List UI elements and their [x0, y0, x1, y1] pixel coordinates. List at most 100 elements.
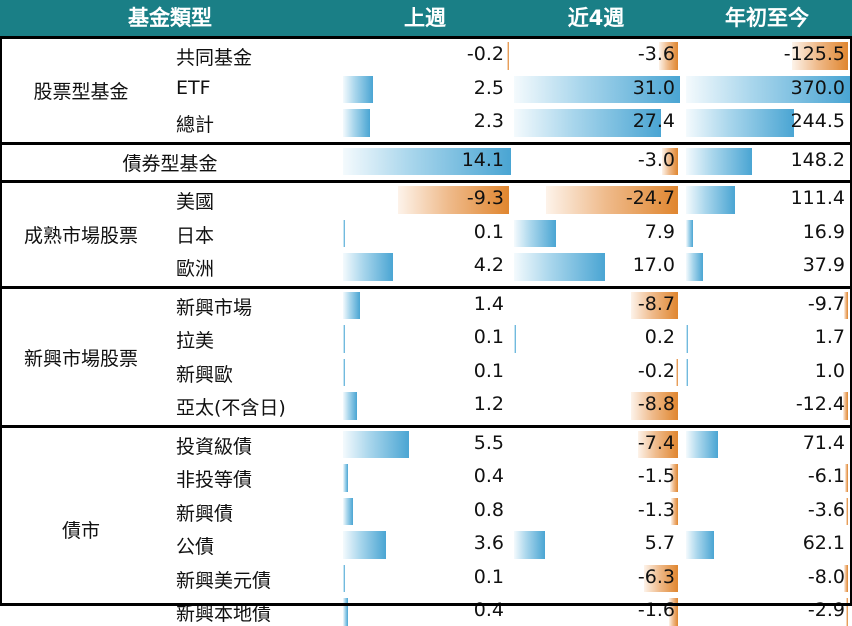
value-week: 5.5 — [473, 431, 504, 454]
data-bar — [686, 325, 688, 353]
value-four-weeks: -24.7 — [625, 187, 675, 209]
data-bar — [792, 42, 848, 70]
value-week: 0.1 — [473, 220, 504, 243]
data-bar — [545, 186, 678, 214]
data-bar — [686, 253, 703, 281]
row-label: 亞太(不含日) — [176, 397, 286, 419]
group-label: 債券型基金 — [122, 153, 218, 176]
value-ytd: 148.2 — [790, 148, 845, 171]
data-bar — [343, 253, 394, 281]
value-four-weeks: -7.4 — [637, 431, 675, 454]
value-week: 1.4 — [473, 292, 504, 315]
header-week: 上週 — [404, 6, 446, 30]
value-week: 0.1 — [473, 565, 504, 588]
data-bar — [686, 186, 736, 214]
row-label: 新興歐 — [176, 363, 234, 386]
row-separator — [0, 36, 852, 39]
value-ytd: 37.9 — [802, 254, 845, 276]
value-ytd: -125.5 — [783, 43, 845, 65]
data-bar — [843, 291, 848, 319]
value-four-weeks: 7.9 — [644, 220, 675, 243]
value-week: 0.1 — [473, 326, 504, 348]
data-bar — [343, 109, 371, 137]
data-bar — [514, 75, 680, 103]
value-four-weeks: -1.3 — [637, 498, 675, 521]
row-separator — [0, 285, 852, 289]
value-week: -9.3 — [466, 187, 504, 209]
value-four-weeks: -1.5 — [637, 465, 675, 487]
value-ytd: -9.7 — [807, 292, 845, 315]
data-bar — [844, 564, 848, 592]
header-ytd: 年初至今 — [725, 6, 809, 30]
value-ytd: -6.1 — [807, 465, 845, 487]
data-bar — [686, 219, 694, 247]
value-week: 14.1 — [461, 148, 504, 171]
row-label: ETF — [176, 76, 211, 99]
data-bar — [842, 392, 848, 420]
data-bar — [686, 430, 718, 458]
data-bar — [658, 42, 678, 70]
data-bar — [343, 564, 345, 592]
data-bar — [343, 392, 358, 420]
value-week: 2.5 — [473, 76, 504, 99]
value-ytd: 1.0 — [814, 359, 845, 382]
value-ytd: 16.9 — [802, 220, 845, 243]
value-ytd: 244.5 — [790, 110, 845, 132]
value-week: 0.4 — [473, 465, 504, 487]
value-four-weeks: 27.4 — [632, 110, 675, 132]
data-bar — [343, 325, 345, 353]
value-week: 0.8 — [473, 498, 504, 521]
data-bar — [671, 497, 678, 525]
group-label: 股票型基金 — [33, 81, 129, 104]
group-label: 成熟市場股票 — [23, 225, 138, 248]
row-label: 新興美元債 — [176, 569, 272, 592]
row-label: 新興市場 — [176, 296, 253, 319]
value-four-weeks: -8.7 — [637, 292, 675, 315]
value-ytd: -3.6 — [807, 498, 845, 521]
row-label: 歐洲 — [176, 258, 215, 280]
row-separator — [0, 141, 852, 145]
value-four-weeks: -8.8 — [637, 393, 675, 415]
data-bar — [686, 75, 850, 103]
value-four-weeks: -3.6 — [637, 43, 675, 65]
data-bar — [669, 464, 678, 492]
value-ytd: -12.4 — [795, 393, 845, 415]
data-bar — [398, 186, 509, 214]
data-bar — [845, 464, 848, 492]
table-header: 基金類型 上週 近4週 年初至今 — [0, 0, 852, 36]
data-bar — [686, 531, 714, 559]
value-four-weeks: 0.2 — [644, 326, 675, 348]
row-label: 總計 — [176, 114, 215, 136]
value-ytd: 111.4 — [790, 187, 845, 209]
data-bar — [343, 147, 511, 175]
table-border — [0, 36, 2, 606]
value-week: 2.3 — [473, 110, 504, 132]
value-four-weeks: -6.3 — [637, 565, 675, 588]
data-bar — [676, 358, 678, 386]
group-label: 債市 — [61, 520, 100, 542]
value-week: 4.2 — [473, 254, 504, 276]
data-bar — [343, 219, 345, 247]
data-bar — [631, 291, 678, 319]
row-label: 共同基金 — [176, 47, 253, 69]
value-four-weeks: -0.2 — [637, 359, 675, 382]
data-bar — [343, 531, 386, 559]
row-label: 新興債 — [176, 502, 234, 525]
data-bar — [343, 430, 409, 458]
data-bar — [506, 42, 509, 70]
value-ytd: 71.4 — [802, 431, 845, 454]
data-bar — [343, 291, 360, 319]
header-category: 基金類型 — [128, 6, 212, 30]
data-bar — [514, 219, 557, 247]
data-bar — [343, 358, 345, 386]
row-label: 非投等債 — [176, 469, 253, 491]
value-ytd: 62.1 — [802, 532, 845, 554]
data-bar — [846, 497, 848, 525]
data-bar — [630, 392, 678, 420]
data-bar — [644, 564, 678, 592]
row-label: 拉美 — [176, 330, 215, 352]
row-separator — [0, 180, 852, 183]
value-four-weeks: 17.0 — [632, 254, 675, 276]
row-label: 投資級債 — [176, 435, 253, 458]
data-bar — [343, 75, 373, 103]
